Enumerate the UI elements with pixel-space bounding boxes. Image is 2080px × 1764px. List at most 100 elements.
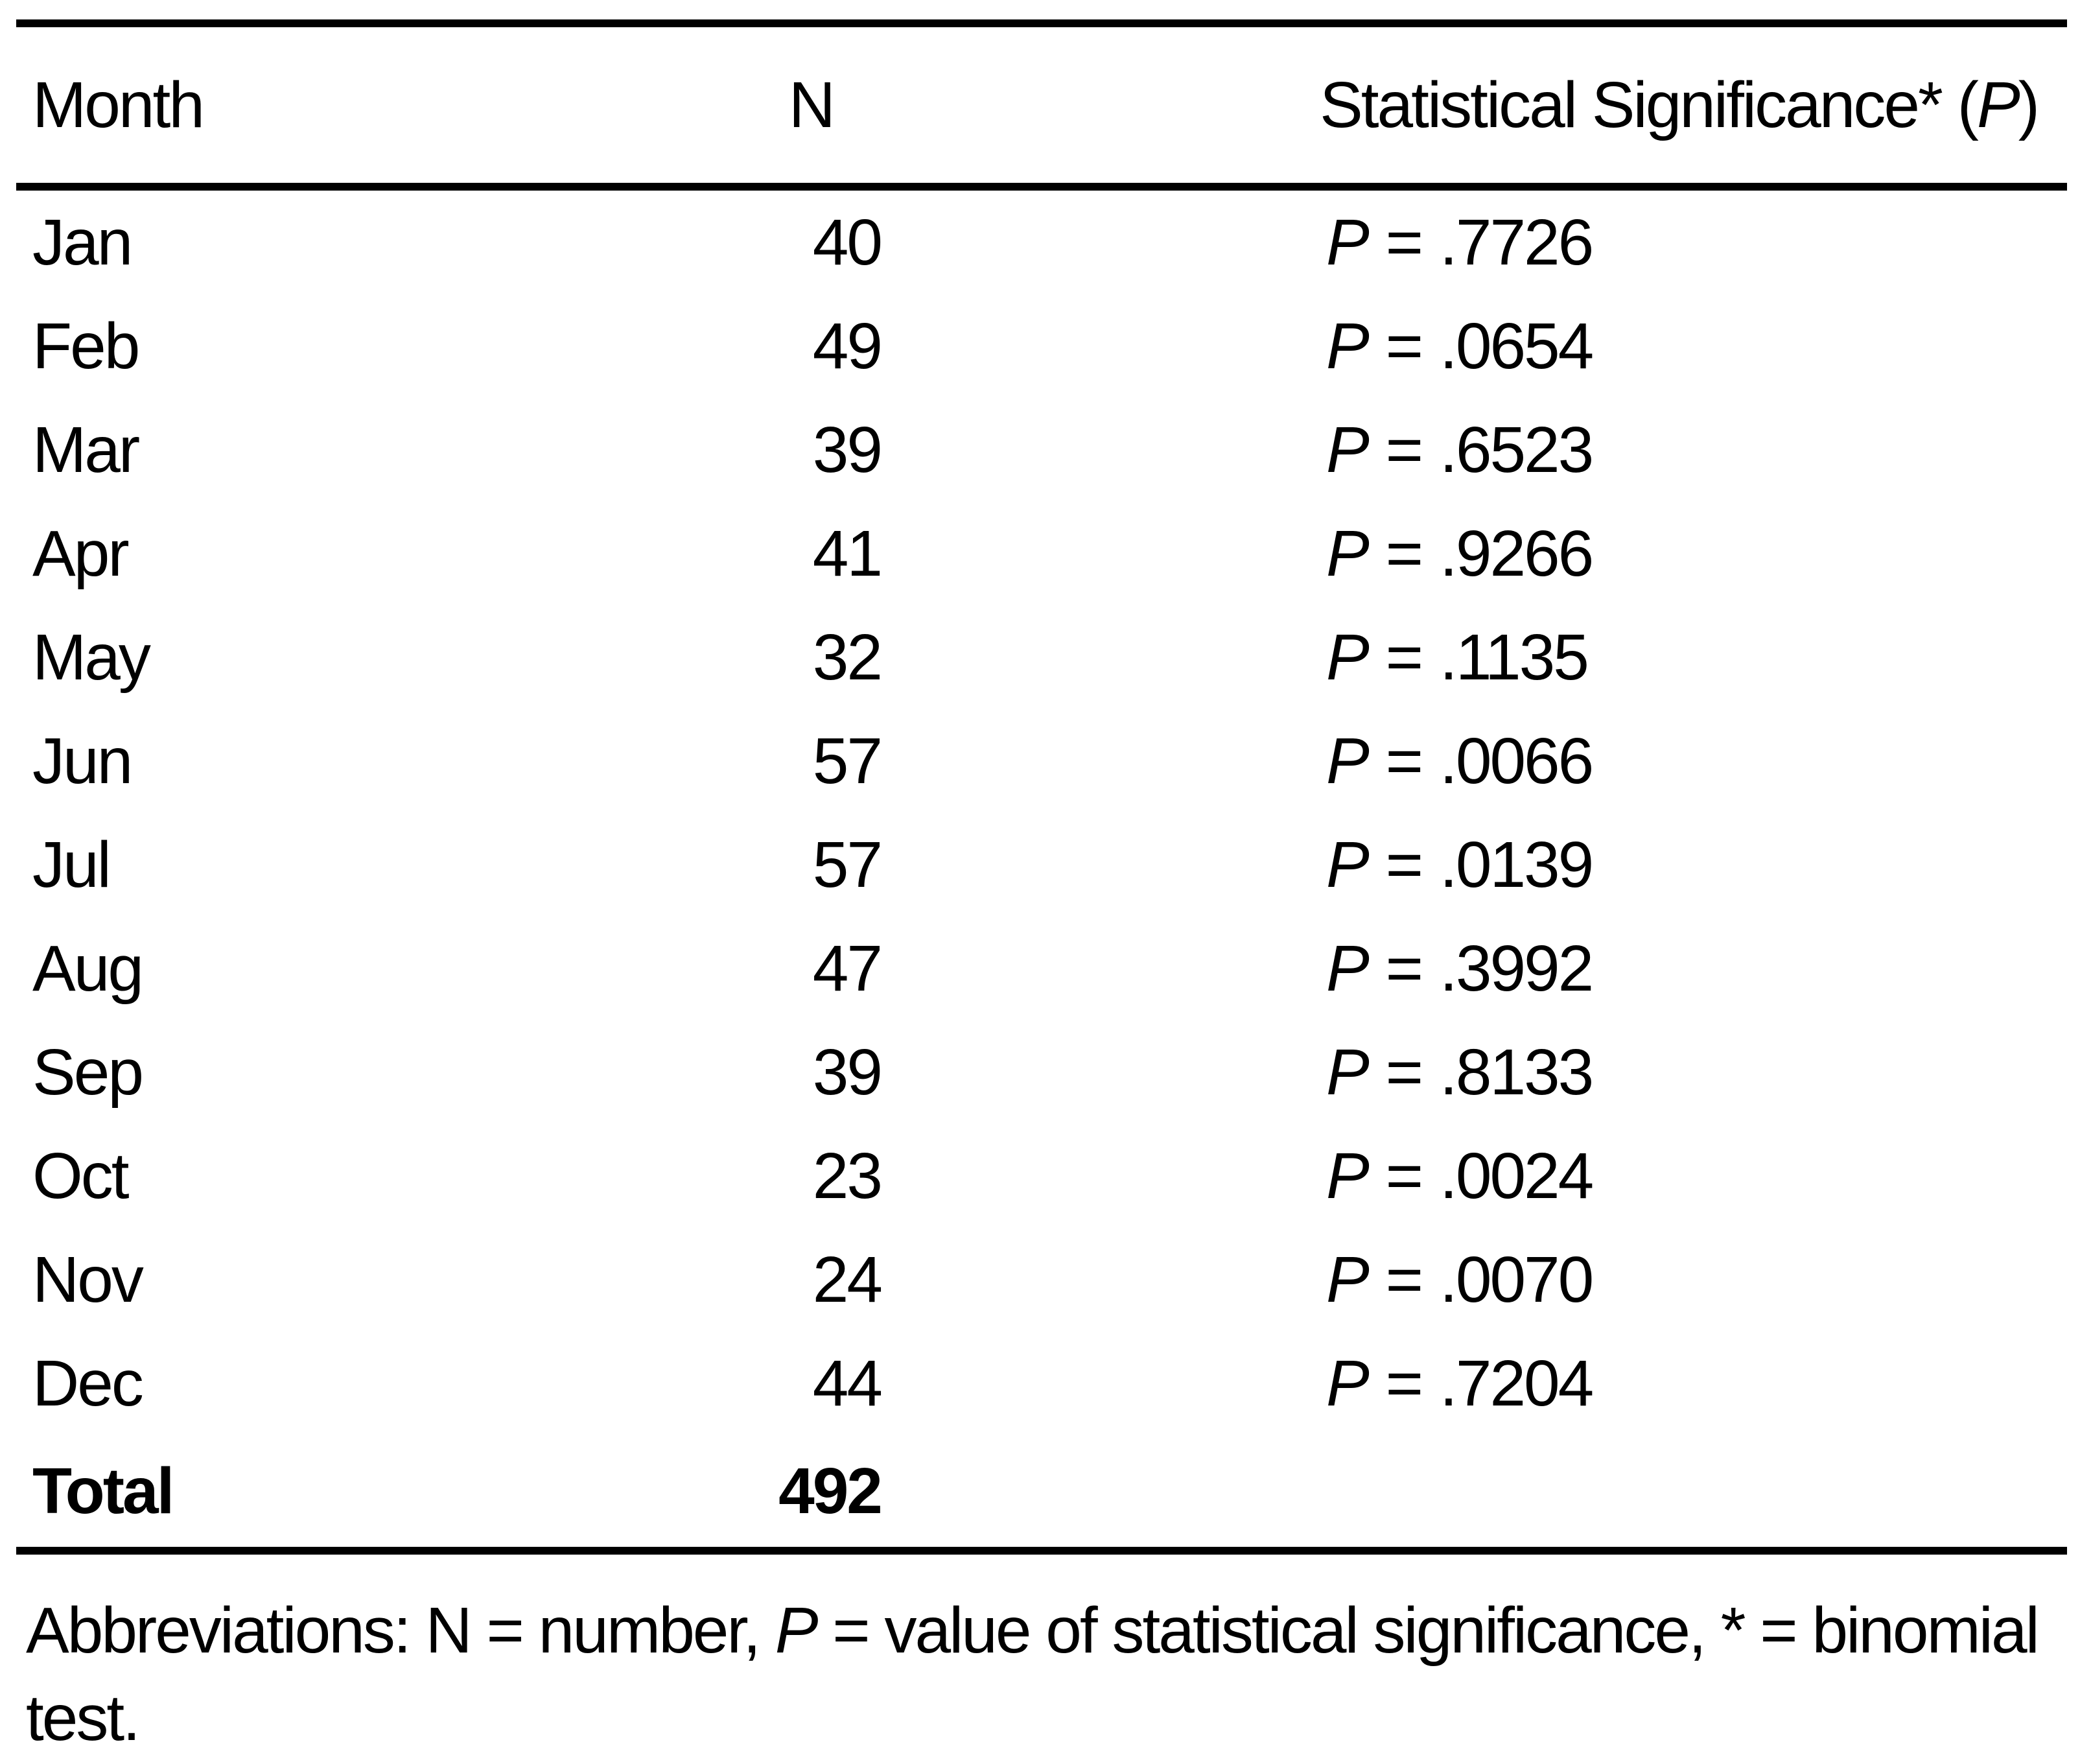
- month-cell: Mar: [32, 413, 140, 486]
- table-footnote: Abbreviations: N = number, P = value of …: [26, 1587, 2061, 1762]
- p-symbol-italic: P: [1326, 1243, 1370, 1316]
- month-cell: Dec: [32, 1347, 144, 1420]
- table-row: Oct 23 P = .0024: [16, 1124, 2067, 1228]
- p-cell: P = .0654: [889, 294, 2067, 398]
- month-cell: Jul: [32, 828, 111, 901]
- p-symbol-italic: P: [1326, 309, 1370, 382]
- p-value-text: .0024: [1440, 1139, 1594, 1212]
- total-n-cell: 492: [648, 1435, 889, 1555]
- total-label-cell: Total: [16, 1435, 649, 1555]
- table-row: Sep 39 P = .8133: [16, 1020, 2067, 1124]
- column-header-significance: Statistical Significance* (P): [888, 23, 2067, 191]
- total-row: Total 492: [16, 1435, 2067, 1555]
- table-row: Feb 49 P = .0654: [16, 294, 2067, 398]
- table-row: May 32 P = .1135: [16, 606, 2067, 709]
- column-header-month: Month: [16, 23, 649, 191]
- equals-sign: =: [1385, 309, 1423, 382]
- p-cell: P = .3992: [889, 917, 2067, 1020]
- equals-sign: =: [1385, 932, 1423, 1005]
- p-cell: P = .0070: [889, 1228, 2067, 1332]
- n-cell: 57: [812, 828, 883, 901]
- table-header: Month N Statistical Significance* (P): [16, 23, 2067, 191]
- table-row: Apr 41 P = .9266: [16, 502, 2067, 606]
- n-cell: 57: [812, 724, 883, 797]
- p-value-text: .0139: [1440, 828, 1594, 901]
- p-value-text: .7204: [1440, 1347, 1594, 1420]
- table-body: Jan 40 P = .7726 Feb 49 P = .0654 Mar 39 P =.…: [16, 187, 2067, 1435]
- p-value-text: .0070: [1440, 1243, 1594, 1316]
- p-symbol-italic: P: [1326, 517, 1370, 590]
- equals-sign: =: [1385, 1243, 1423, 1316]
- equals-sign: =: [1385, 206, 1423, 279]
- n-cell: 49: [812, 309, 883, 382]
- month-cell: Aug: [32, 932, 144, 1005]
- equals-sign: =: [1385, 1139, 1423, 1212]
- table-row: Jul 57 P = .0139: [16, 813, 2067, 917]
- n-cell: 23: [812, 1139, 883, 1212]
- p-cell: P = .9266: [889, 502, 2067, 606]
- p-symbol-italic: P: [1326, 1035, 1370, 1109]
- equals-sign: =: [1385, 413, 1423, 486]
- month-cell: Jan: [32, 206, 133, 279]
- equals-sign: =: [1385, 1347, 1423, 1420]
- month-cell: Nov: [32, 1243, 144, 1316]
- p-value-text: .7726: [1440, 206, 1594, 279]
- footnote-suffix: = value of statistical significance, * =…: [26, 1594, 2040, 1754]
- month-cell: Feb: [32, 309, 140, 382]
- n-cell: 41: [812, 517, 883, 590]
- p-value-text: .8133: [1440, 1035, 1594, 1109]
- p-symbol-italic: P: [1326, 724, 1370, 797]
- header-row: Month N Statistical Significance* (P): [16, 23, 2067, 191]
- p-symbol-italic: P: [1326, 1139, 1370, 1212]
- p-symbol-italic: P: [1326, 932, 1370, 1005]
- footnote-p-italic: P: [775, 1594, 819, 1667]
- p-cell: P = .6523: [889, 398, 2067, 502]
- n-cell: 39: [812, 413, 883, 486]
- table-foot: Total 492: [16, 1435, 2067, 1555]
- significance-header-p-italic: P: [1976, 68, 2020, 141]
- total-empty-cell: [888, 1435, 2067, 1555]
- equals-sign: =: [1385, 620, 1423, 694]
- p-cell: P = .0066: [889, 709, 2067, 813]
- p-cell: P = .0139: [889, 813, 2067, 917]
- table-figure: Month N Statistical Significance* (P) Ja…: [0, 19, 2080, 1762]
- p-cell: P = .8133: [889, 1020, 2067, 1124]
- table-row: Nov 24 P = .0070: [16, 1228, 2067, 1332]
- p-value-text: .9266: [1440, 517, 1594, 590]
- column-header-n: N: [648, 23, 889, 191]
- n-cell: 40: [812, 206, 883, 279]
- p-cell: P = .7204: [889, 1332, 2067, 1435]
- n-cell: 44: [812, 1347, 883, 1420]
- significance-header-close: ): [2018, 68, 2040, 141]
- p-cell: P = .7726: [889, 187, 2067, 294]
- n-cell: 39: [812, 1035, 883, 1109]
- monthly-significance-table: Month N Statistical Significance* (P) Ja…: [16, 19, 2067, 1555]
- equals-sign: =: [1385, 828, 1423, 901]
- p-symbol-italic: P: [1326, 620, 1370, 694]
- n-cell: 32: [812, 620, 883, 694]
- p-value-text: .0654: [1440, 309, 1594, 382]
- table-row: Mar 39 P = .6523: [16, 398, 2067, 502]
- p-value-text: .6523: [1440, 413, 1594, 486]
- month-cell: Sep: [32, 1035, 144, 1109]
- p-cell: P = .0024: [889, 1124, 2067, 1228]
- p-value-text: .0066: [1440, 724, 1594, 797]
- footnote-prefix: Abbreviations: N = number,: [26, 1594, 775, 1667]
- p-symbol-italic: P: [1326, 1347, 1370, 1420]
- p-value-text: .1135: [1440, 620, 1589, 694]
- table-row: Aug 47 P = .3992: [16, 917, 2067, 1020]
- table-row: Jun 57 P = .0066: [16, 709, 2067, 813]
- equals-sign: =: [1385, 517, 1423, 590]
- n-cell: 47: [812, 932, 883, 1005]
- p-cell: P = .1135: [889, 606, 2067, 709]
- equals-sign: =: [1385, 724, 1423, 797]
- table-row: Dec 44 P = .7204: [16, 1332, 2067, 1435]
- month-cell: May: [32, 620, 151, 694]
- p-symbol-italic: P: [1326, 413, 1370, 486]
- month-cell: Oct: [32, 1139, 130, 1212]
- p-symbol-italic: P: [1326, 828, 1370, 901]
- equals-sign: =: [1385, 1035, 1423, 1109]
- p-value-text: .3992: [1440, 932, 1594, 1005]
- n-cell: 24: [812, 1243, 883, 1316]
- month-cell: Jun: [32, 724, 133, 797]
